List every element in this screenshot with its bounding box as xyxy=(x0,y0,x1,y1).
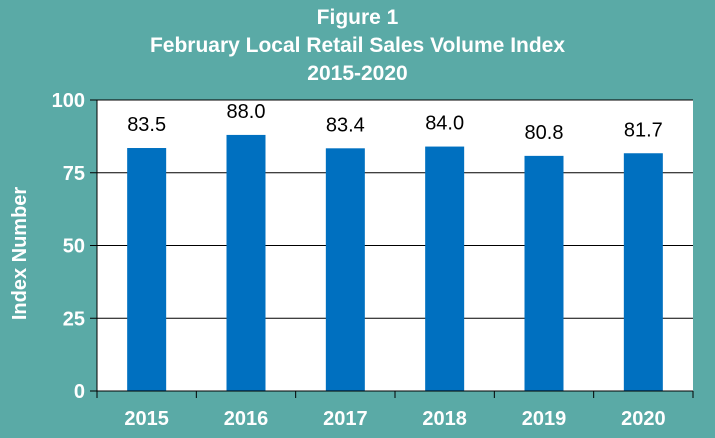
x-tick-label-2018: 2018 xyxy=(422,408,467,430)
bar-2015 xyxy=(127,148,167,391)
y-tick-label-25: 25 xyxy=(63,308,85,330)
x-tick-label-2019: 2019 xyxy=(522,408,567,430)
data-label-2019: 80.8 xyxy=(525,122,564,144)
bar-2019 xyxy=(524,155,564,391)
data-label-2017: 83.4 xyxy=(326,114,365,136)
y-tick-label-75: 75 xyxy=(63,163,85,185)
y-axis-label: Index Number xyxy=(9,187,31,321)
labels: 83.5 2015 88.0 2016 83.4 2017 84.0 2018 80.8 2019… xyxy=(124,101,665,430)
x-tick-label-2015: 2015 xyxy=(124,408,169,430)
data-label-2015: 83.5 xyxy=(127,114,166,136)
y-tick-label-50: 50 xyxy=(63,236,85,258)
bar-2020 xyxy=(623,153,663,391)
data-label-2020: 81.7 xyxy=(624,119,663,141)
bars xyxy=(127,134,663,392)
x-tick-label-2016: 2016 xyxy=(224,408,269,430)
chart-title: Figure 1 February Local Retail Sales Vol… xyxy=(0,4,715,88)
bar-2018 xyxy=(425,146,465,391)
bar-2016 xyxy=(226,134,266,392)
gridlines xyxy=(97,99,693,319)
bar-2017 xyxy=(325,148,365,391)
chart-title-line-1: Figure 1 xyxy=(316,6,399,29)
y-tick-label-100: 100 xyxy=(52,90,85,112)
data-label-2016: 88.0 xyxy=(227,101,266,123)
x-tick-label-2020: 2020 xyxy=(621,408,666,430)
chart-title-line-2: February Local Retail Sales Volume Index xyxy=(149,34,566,57)
x-tick-label-2017: 2017 xyxy=(323,408,368,430)
axes: 0 25 50 75 100 xyxy=(52,90,694,403)
chart-title-line-3: 2015-2020 xyxy=(307,62,408,85)
y-tick-label-0: 0 xyxy=(74,381,85,403)
data-label-2018: 84.0 xyxy=(425,113,464,135)
